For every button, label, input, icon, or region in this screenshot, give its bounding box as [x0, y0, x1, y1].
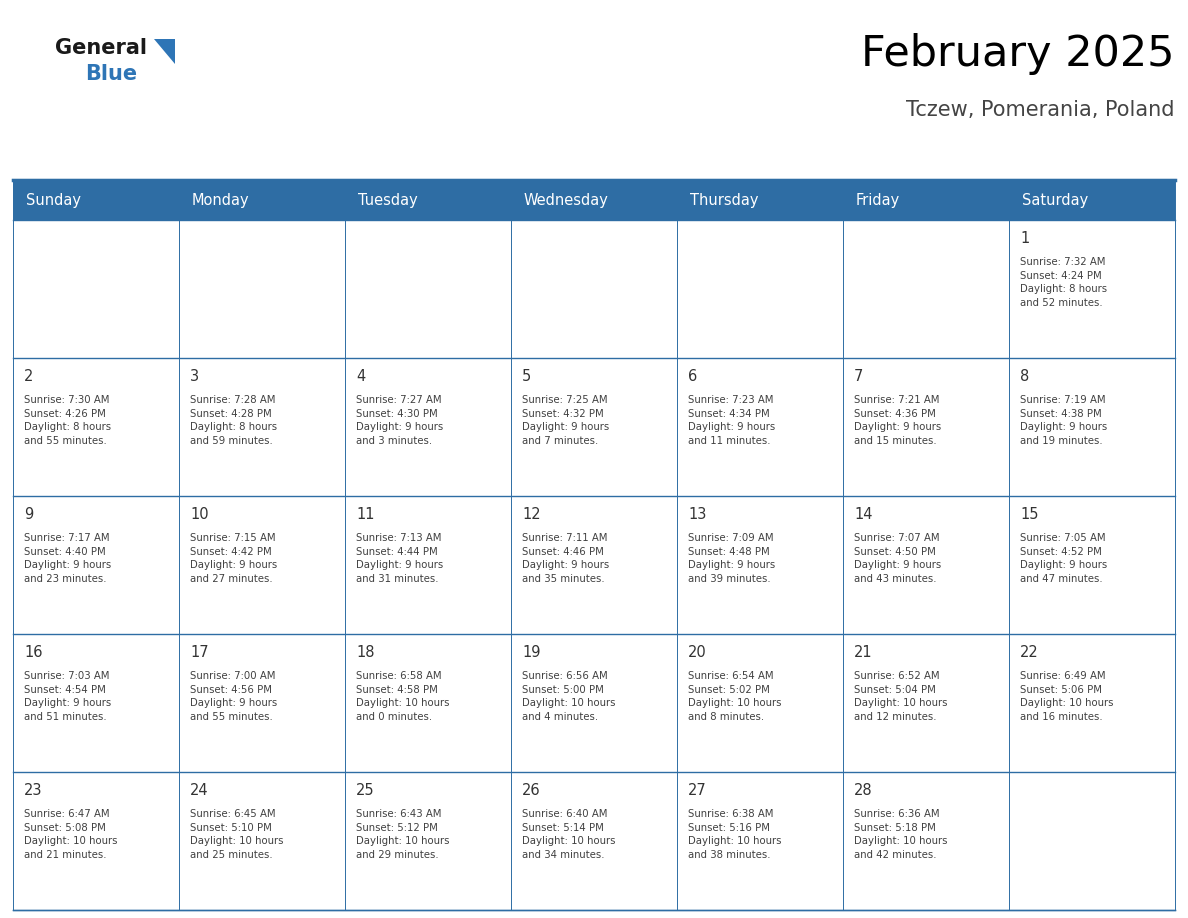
Text: Sunrise: 7:23 AM
Sunset: 4:34 PM
Daylight: 9 hours
and 11 minutes.: Sunrise: 7:23 AM Sunset: 4:34 PM Dayligh… [688, 395, 776, 446]
Text: 17: 17 [190, 645, 209, 660]
Bar [13, 772, 1175, 910]
Text: 10: 10 [190, 507, 209, 522]
Text: Monday: Monday [192, 193, 249, 207]
Text: February 2025: February 2025 [861, 33, 1175, 75]
Text: Wednesday: Wednesday [524, 193, 609, 207]
Bar [13, 634, 1175, 772]
Text: 4: 4 [356, 369, 365, 384]
Bar [13, 496, 1175, 634]
Bar [13, 358, 1175, 496]
Text: Sunrise: 7:32 AM
Sunset: 4:24 PM
Daylight: 8 hours
and 52 minutes.: Sunrise: 7:32 AM Sunset: 4:24 PM Dayligh… [1020, 257, 1107, 308]
Text: Sunrise: 7:25 AM
Sunset: 4:32 PM
Daylight: 9 hours
and 7 minutes.: Sunrise: 7:25 AM Sunset: 4:32 PM Dayligh… [522, 395, 609, 446]
Text: 27: 27 [688, 783, 707, 798]
Text: 28: 28 [854, 783, 873, 798]
Text: Sunrise: 6:58 AM
Sunset: 4:58 PM
Daylight: 10 hours
and 0 minutes.: Sunrise: 6:58 AM Sunset: 4:58 PM Dayligh… [356, 671, 449, 722]
Text: 6: 6 [688, 369, 697, 384]
Bar [13, 180, 1175, 220]
Text: Sunrise: 6:40 AM
Sunset: 5:14 PM
Daylight: 10 hours
and 34 minutes.: Sunrise: 6:40 AM Sunset: 5:14 PM Dayligh… [522, 809, 615, 860]
Text: Tczew, Pomerania, Poland: Tczew, Pomerania, Poland [906, 100, 1175, 120]
Text: 9: 9 [24, 507, 33, 522]
Text: 7: 7 [854, 369, 864, 384]
Text: Friday: Friday [857, 193, 901, 207]
Text: Sunrise: 6:56 AM
Sunset: 5:00 PM
Daylight: 10 hours
and 4 minutes.: Sunrise: 6:56 AM Sunset: 5:00 PM Dayligh… [522, 671, 615, 722]
Text: 26: 26 [522, 783, 541, 798]
Text: Sunrise: 6:54 AM
Sunset: 5:02 PM
Daylight: 10 hours
and 8 minutes.: Sunrise: 6:54 AM Sunset: 5:02 PM Dayligh… [688, 671, 782, 722]
Text: 3: 3 [190, 369, 200, 384]
Text: Sunrise: 6:49 AM
Sunset: 5:06 PM
Daylight: 10 hours
and 16 minutes.: Sunrise: 6:49 AM Sunset: 5:06 PM Dayligh… [1020, 671, 1113, 722]
Text: Sunrise: 7:28 AM
Sunset: 4:28 PM
Daylight: 8 hours
and 59 minutes.: Sunrise: 7:28 AM Sunset: 4:28 PM Dayligh… [190, 395, 277, 446]
Text: Sunrise: 7:17 AM
Sunset: 4:40 PM
Daylight: 9 hours
and 23 minutes.: Sunrise: 7:17 AM Sunset: 4:40 PM Dayligh… [24, 533, 112, 584]
Text: 25: 25 [356, 783, 374, 798]
Text: Sunrise: 7:11 AM
Sunset: 4:46 PM
Daylight: 9 hours
and 35 minutes.: Sunrise: 7:11 AM Sunset: 4:46 PM Dayligh… [522, 533, 609, 584]
Text: Sunrise: 7:00 AM
Sunset: 4:56 PM
Daylight: 9 hours
and 55 minutes.: Sunrise: 7:00 AM Sunset: 4:56 PM Dayligh… [190, 671, 277, 722]
Text: Thursday: Thursday [690, 193, 758, 207]
Text: Sunrise: 6:45 AM
Sunset: 5:10 PM
Daylight: 10 hours
and 25 minutes.: Sunrise: 6:45 AM Sunset: 5:10 PM Dayligh… [190, 809, 284, 860]
Text: Sunrise: 7:05 AM
Sunset: 4:52 PM
Daylight: 9 hours
and 47 minutes.: Sunrise: 7:05 AM Sunset: 4:52 PM Dayligh… [1020, 533, 1107, 584]
Text: Sunrise: 7:07 AM
Sunset: 4:50 PM
Daylight: 9 hours
and 43 minutes.: Sunrise: 7:07 AM Sunset: 4:50 PM Dayligh… [854, 533, 941, 584]
Text: 23: 23 [24, 783, 43, 798]
Text: Blue: Blue [86, 64, 137, 84]
Text: Sunrise: 7:21 AM
Sunset: 4:36 PM
Daylight: 9 hours
and 15 minutes.: Sunrise: 7:21 AM Sunset: 4:36 PM Dayligh… [854, 395, 941, 446]
Text: 5: 5 [522, 369, 531, 384]
Text: Sunday: Sunday [26, 193, 81, 207]
Text: 14: 14 [854, 507, 872, 522]
Text: 18: 18 [356, 645, 374, 660]
Text: 11: 11 [356, 507, 374, 522]
Text: 21: 21 [854, 645, 873, 660]
Text: Sunrise: 6:52 AM
Sunset: 5:04 PM
Daylight: 10 hours
and 12 minutes.: Sunrise: 6:52 AM Sunset: 5:04 PM Dayligh… [854, 671, 948, 722]
Text: Sunrise: 6:38 AM
Sunset: 5:16 PM
Daylight: 10 hours
and 38 minutes.: Sunrise: 6:38 AM Sunset: 5:16 PM Dayligh… [688, 809, 782, 860]
Text: Sunrise: 7:30 AM
Sunset: 4:26 PM
Daylight: 8 hours
and 55 minutes.: Sunrise: 7:30 AM Sunset: 4:26 PM Dayligh… [24, 395, 112, 446]
Text: 13: 13 [688, 507, 707, 522]
Text: 16: 16 [24, 645, 43, 660]
Text: 2: 2 [24, 369, 33, 384]
Text: Saturday: Saturday [1022, 193, 1088, 207]
Text: Sunrise: 7:03 AM
Sunset: 4:54 PM
Daylight: 9 hours
and 51 minutes.: Sunrise: 7:03 AM Sunset: 4:54 PM Dayligh… [24, 671, 112, 722]
Text: 1: 1 [1020, 231, 1029, 246]
Text: Sunrise: 7:15 AM
Sunset: 4:42 PM
Daylight: 9 hours
and 27 minutes.: Sunrise: 7:15 AM Sunset: 4:42 PM Dayligh… [190, 533, 277, 584]
Text: Sunrise: 6:47 AM
Sunset: 5:08 PM
Daylight: 10 hours
and 21 minutes.: Sunrise: 6:47 AM Sunset: 5:08 PM Dayligh… [24, 809, 118, 860]
Polygon shape [154, 39, 175, 64]
Text: 22: 22 [1020, 645, 1038, 660]
Text: 12: 12 [522, 507, 541, 522]
Text: Sunrise: 6:43 AM
Sunset: 5:12 PM
Daylight: 10 hours
and 29 minutes.: Sunrise: 6:43 AM Sunset: 5:12 PM Dayligh… [356, 809, 449, 860]
Text: General: General [55, 38, 147, 58]
Text: 15: 15 [1020, 507, 1038, 522]
Text: 20: 20 [688, 645, 707, 660]
Text: 24: 24 [190, 783, 209, 798]
Text: 19: 19 [522, 645, 541, 660]
Text: 8: 8 [1020, 369, 1029, 384]
Text: Sunrise: 6:36 AM
Sunset: 5:18 PM
Daylight: 10 hours
and 42 minutes.: Sunrise: 6:36 AM Sunset: 5:18 PM Dayligh… [854, 809, 948, 860]
Text: Tuesday: Tuesday [358, 193, 418, 207]
Text: Sunrise: 7:13 AM
Sunset: 4:44 PM
Daylight: 9 hours
and 31 minutes.: Sunrise: 7:13 AM Sunset: 4:44 PM Dayligh… [356, 533, 443, 584]
Text: Sunrise: 7:27 AM
Sunset: 4:30 PM
Daylight: 9 hours
and 3 minutes.: Sunrise: 7:27 AM Sunset: 4:30 PM Dayligh… [356, 395, 443, 446]
Text: Sunrise: 7:09 AM
Sunset: 4:48 PM
Daylight: 9 hours
and 39 minutes.: Sunrise: 7:09 AM Sunset: 4:48 PM Dayligh… [688, 533, 776, 584]
Text: Sunrise: 7:19 AM
Sunset: 4:38 PM
Daylight: 9 hours
and 19 minutes.: Sunrise: 7:19 AM Sunset: 4:38 PM Dayligh… [1020, 395, 1107, 446]
Bar [13, 220, 1175, 358]
